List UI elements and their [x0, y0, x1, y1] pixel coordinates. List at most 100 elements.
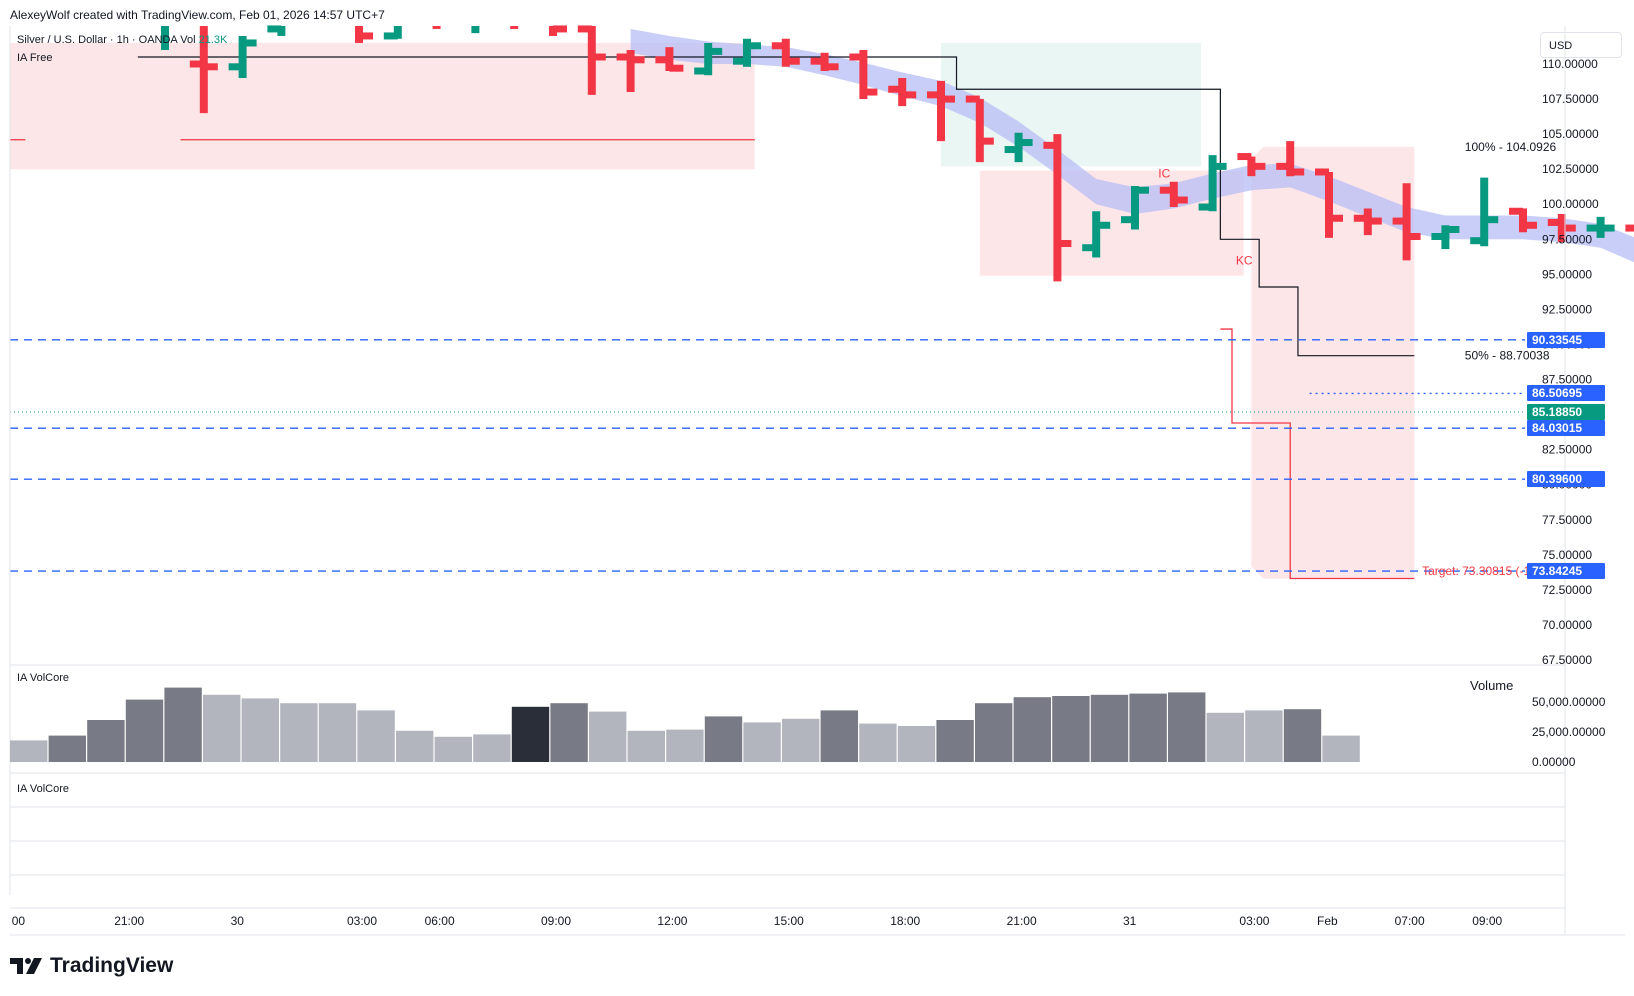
ema-band-layer — [630, 28, 1634, 263]
time-tick-label: 12:00 — [657, 914, 687, 928]
candle — [1470, 177, 1499, 247]
candles-layer — [161, 25, 1634, 282]
price-tick-label: 87.50000 — [1542, 373, 1592, 387]
volume-bar — [782, 718, 820, 762]
symbol-title: Silver / U.S. Dollar · 1h · OANDA — [17, 34, 178, 46]
time-tick-label: 03:00 — [1239, 914, 1269, 928]
volume-bar — [125, 699, 164, 762]
annotation-0: 100% - 104.0926 — [1465, 140, 1557, 154]
volume-bar — [743, 722, 781, 762]
currency-selector[interactable]: USD — [1540, 32, 1622, 58]
price-tick-label: 72.50000 — [1542, 583, 1592, 597]
volcore2-pane-label[interactable]: IA VolCore — [17, 783, 69, 795]
candle — [771, 38, 800, 67]
target-path-line — [1220, 328, 1415, 580]
candle — [1082, 211, 1111, 258]
price-tag-5 — [1527, 563, 1605, 579]
candle — [1625, 224, 1634, 232]
price-tag-1 — [1527, 385, 1605, 401]
volume-bar — [164, 687, 202, 762]
candle — [549, 25, 567, 36]
price-tick-label: 95.00000 — [1542, 267, 1592, 281]
volume-bar — [1129, 693, 1167, 762]
candle — [810, 52, 839, 72]
annotation-1: 50% - 88.70038 — [1465, 349, 1550, 363]
candle — [267, 25, 286, 36]
volume-bar — [434, 736, 472, 762]
candle — [228, 35, 257, 79]
time-tick-label: 09:00 — [541, 914, 571, 928]
volume-bar — [897, 726, 936, 762]
time-tick-label: 31 — [1123, 914, 1137, 928]
vol-legend-label: Vol — [180, 34, 196, 46]
volume-bar — [203, 694, 241, 762]
price-tick-label: 100.00000 — [1542, 197, 1599, 211]
volume-bar — [1283, 709, 1322, 762]
attribution-header: AlexeyWolf created with TradingView.com,… — [10, 8, 385, 22]
ema-band — [630, 28, 1634, 263]
volume-bar — [280, 703, 318, 762]
candle — [694, 42, 723, 76]
brand-name: TradingView — [50, 954, 174, 977]
price-tag-label-2: 85.18850 — [1532, 405, 1582, 419]
candle — [616, 49, 645, 93]
volume-bar — [704, 716, 743, 762]
price-tick-label: 70.00000 — [1542, 618, 1592, 632]
price-tag-label-0: 90.33545 — [1532, 333, 1582, 347]
time-axis: 00 21:00 30 03:00 06:00 09:00 12:00 15:00 18:00 2… — [12, 914, 1503, 928]
candle — [849, 49, 878, 100]
volume-tick-label: 25,000.00000 — [1532, 725, 1606, 739]
volume-bar — [1322, 735, 1360, 762]
volume-bar — [10, 740, 48, 762]
price-tick-label: 107.50000 — [1542, 92, 1599, 106]
volume-bar — [1168, 692, 1206, 762]
volcore-pane-label[interactable]: IA VolCore — [17, 672, 69, 684]
price-levels-layer — [10, 339, 1525, 572]
annotation-3: IC — [1158, 166, 1170, 180]
volume-bar — [396, 730, 434, 762]
price-tag-3 — [1527, 420, 1605, 436]
candle — [1121, 186, 1149, 230]
candle — [965, 95, 994, 163]
volume-bar — [1245, 710, 1283, 762]
zones-layer — [10, 42, 1415, 579]
candle — [733, 38, 761, 67]
candle — [1547, 214, 1576, 243]
symbol-legend[interactable]: Silver / U.S. Dollar · 1h · OANDA Vol 21… — [17, 34, 227, 46]
candle — [383, 26, 402, 40]
volume-bar — [589, 711, 627, 762]
price-tick-label: 97.50000 — [1542, 232, 1592, 246]
volume-bar — [1052, 696, 1090, 762]
tradingview-brand[interactable]: TradingView — [10, 954, 173, 978]
price-tick-label: 82.50000 — [1542, 443, 1592, 457]
price-tick-label: 105.00000 — [1542, 127, 1599, 141]
price-tag-label-5: 73.84245 — [1532, 564, 1582, 578]
candle — [1353, 208, 1382, 236]
tradingview-logo-icon — [10, 958, 42, 974]
price-tag-label-4: 80.39600 — [1532, 472, 1582, 486]
volume-bar — [859, 723, 897, 762]
candle — [577, 25, 606, 95]
price-tag-0 — [1527, 332, 1605, 348]
volume-tick-label: 0.00000 — [1532, 755, 1576, 769]
candle — [888, 78, 917, 107]
time-tick-label: 18:00 — [890, 914, 920, 928]
fib-zone — [1251, 146, 1415, 579]
volume-bar — [473, 734, 511, 762]
annotation-4: KC — [1236, 253, 1253, 267]
time-tick-label: 15:00 — [774, 914, 804, 928]
price-axis: 110.00000 107.50000 105.00000 102.50000 100.… — [1542, 57, 1599, 667]
volume-bar — [357, 710, 395, 762]
time-tick-label: 06:00 — [425, 914, 455, 928]
candle — [1198, 155, 1227, 212]
candle — [355, 26, 373, 43]
indicator-legend[interactable]: IA Free — [17, 52, 53, 64]
volume-bar — [1206, 712, 1244, 762]
time-tick-label: 07:00 — [1395, 914, 1425, 928]
price-tags: 90.33545 86.50695 85.18850 84.03015 80.39600… — [1527, 332, 1605, 579]
price-tick-label: 77.50000 — [1542, 513, 1592, 527]
price-tick-label: 67.50000 — [1542, 653, 1592, 667]
time-tick-label: 21:00 — [1007, 914, 1037, 928]
candle — [927, 80, 955, 142]
